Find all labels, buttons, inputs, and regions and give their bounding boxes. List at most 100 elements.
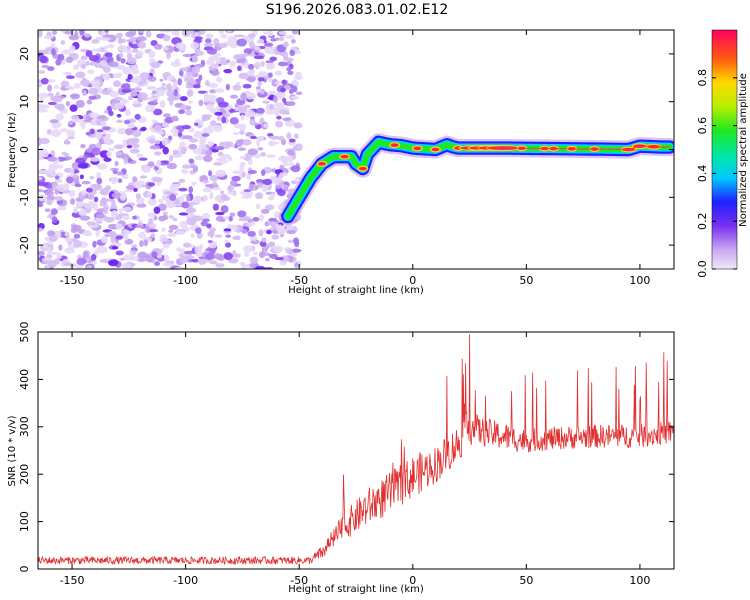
noise-speck <box>92 240 97 248</box>
noise-speck <box>215 169 227 178</box>
noise-speck <box>225 242 232 248</box>
noise-speck <box>111 246 119 250</box>
noise-speck <box>271 234 280 240</box>
noise-speck <box>138 231 147 239</box>
noise-speck <box>262 178 273 186</box>
noise-speck <box>89 157 101 162</box>
noise-speck <box>38 194 48 202</box>
noise-speck <box>144 104 156 113</box>
noise-speck <box>247 230 256 237</box>
noise-speck <box>73 64 80 70</box>
noise-speck <box>38 30 43 38</box>
noise-speck <box>153 151 162 156</box>
noise-speck <box>282 51 289 59</box>
noise-speck <box>229 212 236 217</box>
noise-speck <box>200 220 208 227</box>
noise-speck <box>87 192 94 200</box>
noise-speck <box>49 251 60 255</box>
noise-speck <box>115 223 123 230</box>
noise-speck <box>233 224 238 232</box>
noise-speck <box>62 183 70 191</box>
noise-speck <box>175 230 185 235</box>
colorbar-label: Normalized spectral amplitude <box>738 73 749 227</box>
noise-speck <box>107 230 117 237</box>
noise-speck <box>255 203 261 210</box>
noise-speck <box>38 151 45 159</box>
noise-speck <box>255 179 265 183</box>
noise-speck <box>114 102 125 110</box>
noise-speck <box>78 210 85 216</box>
noise-speck <box>148 138 155 145</box>
noise-speck <box>140 166 151 172</box>
noise-speck <box>264 204 275 211</box>
noise-speck <box>67 136 75 140</box>
noise-speck <box>277 189 286 197</box>
noise-speck <box>249 136 258 140</box>
noise-speck <box>181 125 191 130</box>
noise-speck <box>117 45 128 52</box>
colorbar-tick-label: 0.8 <box>696 69 709 87</box>
noise-speck <box>73 83 81 89</box>
noise-speck <box>209 175 219 182</box>
noise-speck <box>235 139 244 147</box>
noise-speck <box>245 92 257 100</box>
noise-speck <box>270 38 277 42</box>
noise-speck <box>129 251 134 260</box>
noise-speck <box>292 237 300 245</box>
noise-speck <box>185 109 193 116</box>
figure-title: S196.2026.083.01.02.E12 <box>266 2 449 18</box>
noise-speck <box>227 191 237 195</box>
noise-speck <box>126 144 133 149</box>
noise-speck <box>192 148 203 154</box>
noise-speck <box>263 266 274 269</box>
noise-speck <box>117 37 123 45</box>
noise-speck <box>170 115 179 122</box>
noise-speck <box>286 132 292 140</box>
noise-speck <box>70 198 76 205</box>
noise-speck <box>162 193 168 201</box>
noise-speck <box>265 154 276 158</box>
noise-speck <box>180 146 187 155</box>
noise-speck <box>212 186 221 191</box>
noise-speck <box>142 97 148 101</box>
noise-speck <box>210 120 217 127</box>
noise-speck <box>276 115 282 120</box>
noise-speck <box>231 175 241 182</box>
noise-speck <box>241 195 252 199</box>
noise-speck <box>295 71 302 78</box>
noise-speck <box>147 228 159 233</box>
noise-speck <box>132 215 137 220</box>
noise-speck <box>108 61 119 68</box>
noise-speck <box>181 201 190 209</box>
noise-speck <box>39 244 50 252</box>
noise-speck <box>232 54 242 60</box>
noise-speck <box>190 233 195 238</box>
noise-speck <box>69 104 78 112</box>
noise-speck <box>180 104 188 111</box>
noise-speck <box>111 200 116 207</box>
noise-speck <box>86 264 93 269</box>
noise-speck <box>191 66 201 74</box>
noise-speck <box>243 52 249 57</box>
noise-speck <box>89 183 101 189</box>
noise-speck <box>85 131 92 136</box>
snr-plot-area <box>38 332 674 569</box>
noise-speck <box>254 46 261 50</box>
noise-speck <box>103 110 109 114</box>
noise-speck <box>227 258 239 264</box>
noise-speck <box>88 95 97 100</box>
noise-speck <box>273 245 283 253</box>
noise-speck <box>162 146 169 155</box>
noise-speck <box>209 89 217 94</box>
noise-speck <box>278 31 287 35</box>
noise-speck <box>277 61 288 67</box>
noise-speck <box>201 212 211 221</box>
noise-speck <box>137 251 148 260</box>
snr-xtick-label: -150 <box>60 574 85 587</box>
noise-speck <box>175 42 186 49</box>
noise-speck <box>176 247 182 252</box>
noise-speck <box>122 229 130 234</box>
noise-speck <box>279 255 289 263</box>
noise-speck <box>234 107 239 112</box>
noise-speck <box>56 200 64 205</box>
